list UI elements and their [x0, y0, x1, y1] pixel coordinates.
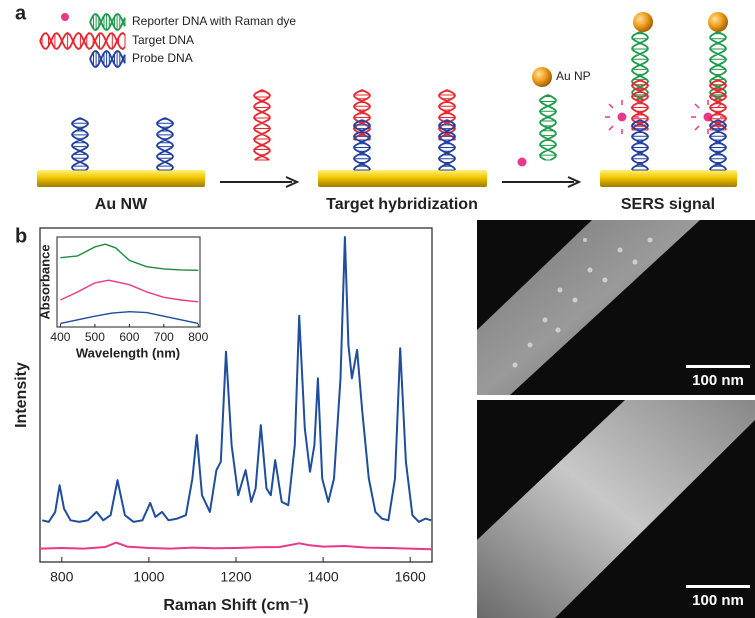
- x-tick-label: 400: [50, 330, 70, 344]
- x-tick-label: 1200: [220, 569, 251, 585]
- np-label: Au NP: [556, 69, 591, 83]
- x-tick-label: 800: [188, 330, 208, 344]
- gold-nanoparticle: [708, 12, 728, 32]
- arrow: [502, 177, 579, 187]
- x-tick-label: 1400: [308, 569, 339, 585]
- scale-bar: [686, 585, 750, 588]
- step-label: SERS signal: [621, 196, 715, 213]
- panel-label: a: [15, 2, 27, 24]
- nanowire: [600, 170, 737, 187]
- y-axis-label: Intensity: [13, 362, 30, 428]
- x-tick-label: 800: [50, 569, 74, 585]
- x-tick-label: 600: [119, 330, 139, 344]
- gold-nanoparticle: [633, 12, 653, 32]
- inset-x-label: Wavelength (nm): [76, 345, 180, 360]
- gold-nanoparticle: [532, 67, 552, 87]
- raman-dye: [618, 113, 627, 122]
- x-tick-label: 1000: [133, 569, 164, 585]
- sem-panel: c 100 nm 100 nm: [477, 220, 755, 618]
- arrow: [220, 177, 297, 187]
- spectrum-line: [40, 543, 431, 550]
- scale-bar: [686, 365, 750, 368]
- panel-label: b: [15, 225, 27, 247]
- step-label: Au NW: [95, 196, 148, 213]
- scale-label: 100 nm: [692, 592, 744, 609]
- inset-frame: [57, 237, 200, 327]
- raman-dye: [61, 13, 69, 21]
- nanowire: [318, 170, 487, 187]
- schematic: a Reporter DNA with Raman dye Target DNA…: [15, 2, 737, 213]
- figure: a Reporter DNA with Raman dye Target DNA…: [0, 0, 755, 618]
- legend-text: Target DNA: [132, 33, 194, 47]
- x-axis-label: Raman Shift (cm⁻¹): [163, 597, 308, 614]
- dna-rungs: [91, 51, 125, 67]
- inset-y-label: Absorbance: [37, 244, 52, 319]
- scale-label: 100 nm: [692, 372, 744, 389]
- raman-panel: b Raman Shift (cm⁻¹) Intensity Wavelengt…: [13, 225, 432, 614]
- legend-text: Probe DNA: [132, 51, 193, 65]
- x-tick-label: 1600: [395, 569, 426, 585]
- nanowire: [37, 170, 205, 187]
- x-tick-label: 700: [154, 330, 174, 344]
- dna-rungs: [91, 14, 125, 30]
- legend-text: Reporter DNA with Raman dye: [132, 14, 296, 28]
- step-label: Target hybridization: [326, 196, 478, 213]
- x-tick-label: 500: [85, 330, 105, 344]
- raman-dye: [518, 158, 527, 167]
